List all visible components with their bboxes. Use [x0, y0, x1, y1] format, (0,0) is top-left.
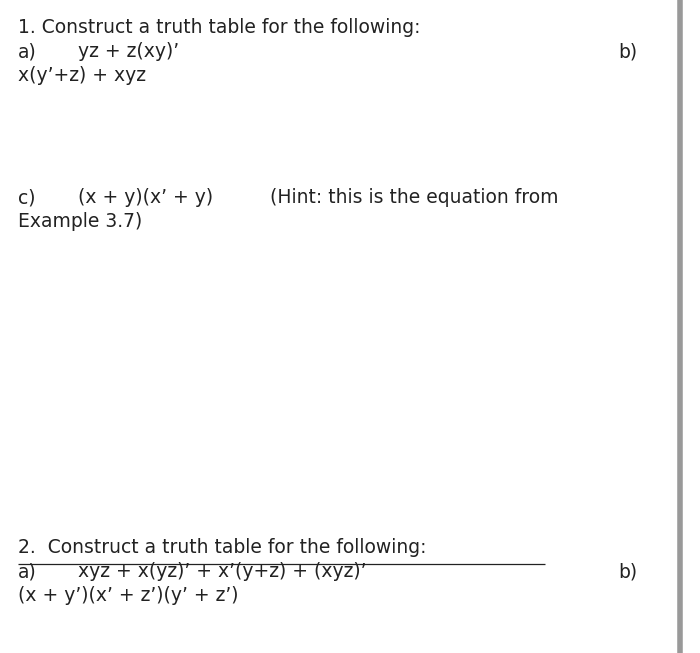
Text: (x + y)(x’ + y): (x + y)(x’ + y) — [78, 188, 213, 207]
Text: 1. Construct a truth table for the following:: 1. Construct a truth table for the follo… — [18, 18, 421, 37]
Text: (x + y’)(x’ + z’)(y’ + z’): (x + y’)(x’ + z’)(y’ + z’) — [18, 586, 239, 605]
Text: 2.  Construct a truth table for the following:: 2. Construct a truth table for the follo… — [18, 538, 426, 557]
Text: a): a) — [18, 42, 36, 61]
Text: c): c) — [18, 188, 36, 207]
Text: b): b) — [618, 562, 637, 581]
Text: x(y’+z) + xyz: x(y’+z) + xyz — [18, 66, 146, 85]
Text: Example 3.7): Example 3.7) — [18, 212, 142, 231]
Text: xyz + x(yz)’ + x’(y+z) + (xyz)’: xyz + x(yz)’ + x’(y+z) + (xyz)’ — [78, 562, 367, 581]
Text: a): a) — [18, 562, 36, 581]
Text: b): b) — [618, 42, 637, 61]
Text: yz + z(xy)’: yz + z(xy)’ — [78, 42, 179, 61]
Text: (Hint: this is the equation from: (Hint: this is the equation from — [270, 188, 559, 207]
